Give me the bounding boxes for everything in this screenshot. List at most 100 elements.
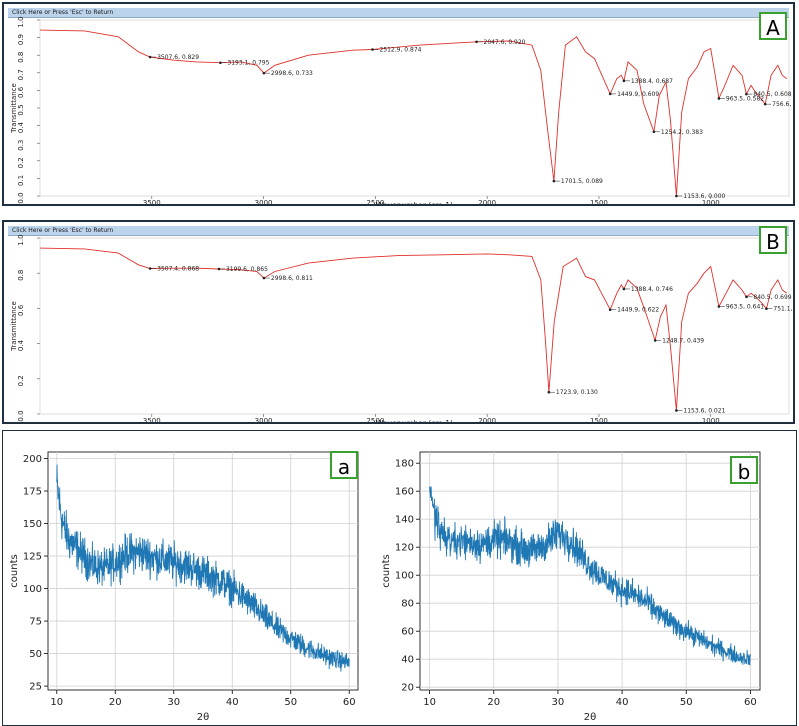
y-tick-label: 0.9 (17, 34, 25, 45)
plot-area (39, 19, 790, 197)
xrd-chart-a: 25 50 75 100 125 150 175 200 10 20 30 40 50 60 2θ count… (9, 451, 359, 723)
peak-label: 2512.9, 0.874 (379, 47, 421, 54)
y-tick-label: 0.0 (17, 410, 25, 421)
x-tick-label: 2500 (366, 417, 384, 422)
panel-label-b: B (759, 226, 787, 254)
peak-label: 1701.5, 0.089 (561, 178, 603, 185)
return-bar[interactable]: Click Here or Press 'Esc' to Return (8, 8, 789, 18)
y-axis-label: Transmittance (10, 301, 18, 352)
ir-panel-a: Click Here or Press 'Esc' to Return 1.0 0… (2, 2, 795, 206)
peak-label: 3199.6, 0.865 (226, 266, 268, 273)
peak-label: 1254.2, 0.383 (661, 129, 703, 136)
y-tick-label: 0.6 (17, 86, 25, 98)
y-tick-label: 0.8 (17, 270, 25, 281)
peak-label: 3507.4, 0.868 (157, 266, 199, 273)
y-tick-label: 175 (23, 487, 42, 498)
xrd-chart-b: 20 40 60 80 100 120 140 160 180 10 20 30 40 50 60 2θ cou… (381, 451, 761, 723)
x-tick-label: 3000 (255, 199, 273, 204)
peak-label: 751.1, 0.628 (773, 306, 793, 313)
y-tick-label: 0.1 (17, 175, 25, 186)
ir-panel-b: Click Here or Press 'Esc' to Return 1.0 0… (2, 220, 795, 424)
return-bar[interactable]: Click Here or Press 'Esc' to Return (8, 226, 789, 236)
y-tick-label: 0.7 (17, 69, 25, 80)
x-axis-label: 2θ (584, 712, 596, 723)
y-tick-label: 180 (395, 459, 414, 470)
ir-chart-a: 1.0 0.9 0.8 0.7 0.6 0.5 0.4 0.3 0.2 0.1 0.0 Transmi… (10, 16, 793, 204)
y-tick-label: 150 (23, 519, 42, 530)
peak-label: 2047.6, 0.920 (484, 39, 526, 46)
x-tick-label: 40 (616, 697, 629, 708)
peak-label: 963.5, 0.641 (726, 304, 764, 311)
x-tick-label: 1500 (590, 199, 608, 204)
x-tick-label: 60 (744, 697, 757, 708)
peak-label: 3193.1, 0.795 (227, 60, 269, 67)
y-tick-label: 140 (395, 515, 414, 526)
y-axis-label: Transmittance (10, 83, 18, 134)
xrd-pattern-line (56, 464, 350, 672)
y-tick-label: 120 (395, 543, 414, 554)
y-tick-label: 60 (401, 627, 414, 638)
y-tick-label: 0.3 (17, 140, 25, 151)
xrd-pattern-line (429, 486, 751, 666)
y-axis-label: counts (9, 554, 20, 587)
y-tick-label: 0.2 (17, 375, 25, 386)
y-tick-label: 0.8 (17, 52, 25, 63)
spectrum-line (39, 247, 788, 411)
y-tick-label: 100 (395, 571, 414, 582)
peak-label: 3507.6, 0.829 (157, 54, 199, 61)
x-tick-label: 20 (109, 697, 122, 708)
peak-label: 756.6, 0.548 (772, 101, 793, 108)
peak-label: 1388.4, 0.746 (631, 286, 673, 293)
x-tick-label: 60 (343, 697, 356, 708)
y-tick-label: 50 (29, 649, 42, 660)
y-tick-label: 0.2 (17, 157, 25, 168)
x-tick-label: 2000 (478, 417, 496, 422)
y-tick-label: 75 (29, 617, 42, 628)
peak-label: 1153.6, 0.021 (683, 407, 725, 414)
peak-label: 2998.6, 0.811 (271, 275, 313, 282)
plot-area (39, 237, 790, 415)
y-tick-label: 0.0 (17, 192, 25, 203)
x-tick-label: 3000 (255, 417, 273, 422)
x-axis-label: 2θ (197, 712, 209, 723)
x-tick-label: 3500 (143, 199, 161, 204)
y-tick-label: 40 (401, 655, 414, 666)
peak-label: 1723.9, 0.130 (556, 389, 598, 396)
peak-label: 840.5, 0.608 (753, 91, 791, 98)
y-tick-label: 200 (23, 454, 42, 465)
spectrum-line (39, 29, 788, 197)
y-tick-label: 0.6 (17, 304, 25, 316)
y-tick-label: 0.5 (17, 104, 25, 115)
x-tick-label: 20 (487, 697, 500, 708)
x-tick-label: 2000 (478, 199, 496, 204)
x-tick-label: 2500 (366, 199, 384, 204)
panel-label-xrd-a: a (330, 451, 358, 479)
peak-label: 1153.6, 0.000 (683, 193, 725, 200)
x-tick-label: 40 (226, 697, 239, 708)
x-tick-label: 3500 (143, 417, 161, 422)
panel-label-xrd-b: b (730, 456, 758, 484)
y-tick-label: 25 (29, 682, 42, 693)
x-axis-label: Wavenumber (cm-1) (376, 201, 453, 204)
x-tick-label: 30 (552, 697, 565, 708)
y-tick-label: 20 (401, 683, 414, 694)
panel-label-a: A (759, 12, 787, 40)
peak-label: 963.5, 0.582 (726, 95, 764, 102)
y-tick-label: 160 (395, 487, 414, 498)
y-axis-label: counts (381, 554, 392, 587)
x-axis-label: Wavenumber (cm-1) (376, 419, 453, 422)
peak-label: 1388.4, 0.687 (631, 78, 673, 85)
x-tick-label: 30 (167, 697, 180, 708)
peak-label: 1449.9, 0.609 (617, 91, 659, 98)
y-tick-label: 0.4 (17, 121, 25, 133)
y-tick-label: 0.4 (17, 339, 25, 351)
y-tick-label: 125 (23, 552, 42, 563)
x-tick-label: 1000 (702, 199, 720, 204)
peak-label: 1449.9, 0.622 (617, 307, 659, 314)
y-tick-label: 1.0 (17, 234, 25, 245)
peak-label: 1248.7, 0.439 (662, 337, 704, 344)
y-tick-label: 100 (23, 584, 42, 595)
x-tick-label: 10 (50, 697, 63, 708)
ir-chart-b: 1.0 0.8 0.6 0.4 0.2 0.0 Transmittance 3500 3000 2… (10, 234, 793, 422)
peak-label: 2998.6, 0.733 (271, 70, 313, 77)
